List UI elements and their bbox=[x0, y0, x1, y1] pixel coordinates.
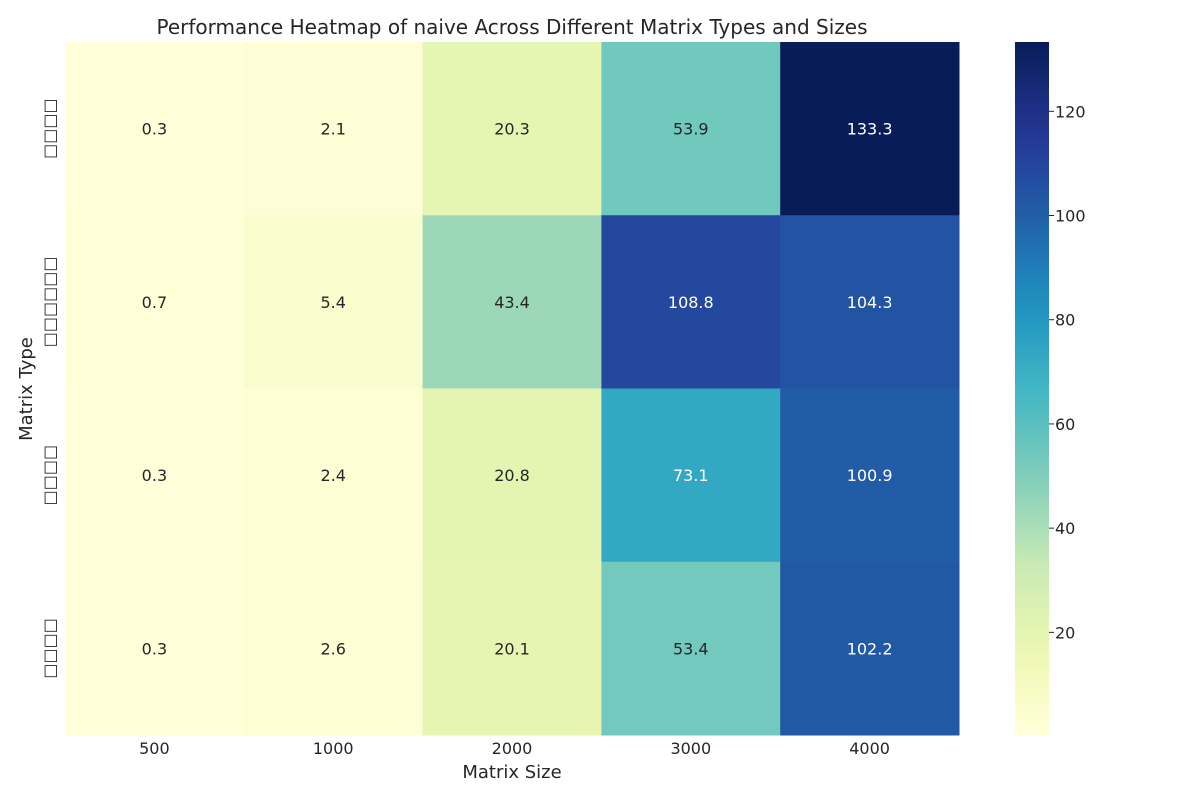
heatmap-cell bbox=[65, 388, 245, 563]
heatmap-cell bbox=[422, 388, 602, 563]
cell-value-label: 43.4 bbox=[494, 293, 530, 312]
x-axis-label: Matrix Size bbox=[462, 762, 561, 783]
cell-value-label: 100.9 bbox=[847, 466, 893, 485]
heatmap-cells: 0.3 2.1 20.3 53.9 133.3 0.7 5.4 43.4 108.8 104.3 0… bbox=[65, 42, 960, 736]
cell-value-label: 20.8 bbox=[494, 466, 530, 485]
heatmap-cell bbox=[422, 561, 602, 736]
y-tick-labels: □□□□□□□□□□□□□□□□□□ bbox=[40, 98, 59, 678]
cell-value-label: 104.3 bbox=[847, 293, 893, 312]
y-tick-label: □□□□□□ bbox=[40, 257, 59, 348]
heatmap-cell bbox=[65, 42, 245, 216]
cell-value-label: 0.3 bbox=[142, 120, 167, 139]
colorbar-tick-label: 40 bbox=[1055, 519, 1075, 538]
colorbar-tick-label: 120 bbox=[1055, 102, 1086, 121]
cell-value-label: 108.8 bbox=[668, 293, 714, 312]
heatmap-cell bbox=[780, 42, 960, 216]
y-tick-label: □□□□ bbox=[40, 445, 59, 505]
colorbar-tick-label: 80 bbox=[1055, 311, 1075, 330]
cell-value-label: 2.6 bbox=[320, 639, 345, 658]
heatmap-cell bbox=[601, 561, 781, 736]
colorbar-tick-label: 100 bbox=[1055, 207, 1086, 226]
cell-value-label: 2.4 bbox=[320, 466, 345, 485]
heatmap-cell bbox=[65, 561, 245, 736]
x-tick-label: 500 bbox=[139, 739, 170, 758]
heatmap-cell bbox=[243, 388, 424, 563]
cell-value-label: 53.9 bbox=[673, 120, 709, 139]
heatmap-cell bbox=[780, 561, 960, 736]
colorbar bbox=[1015, 42, 1049, 735]
heatmap-cell bbox=[780, 388, 960, 563]
cell-value-label: 5.4 bbox=[320, 293, 345, 312]
heatmap-cell bbox=[601, 388, 781, 563]
cell-value-label: 102.2 bbox=[847, 639, 893, 658]
heatmap-cell bbox=[243, 561, 424, 736]
cell-value-label: 133.3 bbox=[847, 120, 893, 139]
colorbar-ticks: 20 40 60 80 100 120 bbox=[1049, 102, 1086, 642]
heatmap-cell bbox=[243, 42, 424, 216]
x-tick-label: 2000 bbox=[492, 739, 533, 758]
cell-value-label: 53.4 bbox=[673, 639, 709, 658]
heatmap-cell bbox=[422, 42, 602, 216]
cell-value-label: 0.3 bbox=[142, 639, 167, 658]
y-tick-label: □□□□ bbox=[40, 98, 59, 158]
heatmap-cell bbox=[780, 215, 960, 389]
x-tick-label: 3000 bbox=[670, 739, 711, 758]
colorbar-tick-label: 20 bbox=[1055, 623, 1075, 642]
y-tick-label: □□□□ bbox=[40, 618, 59, 678]
y-axis-label: Matrix Type bbox=[16, 337, 37, 441]
x-tick-label: 1000 bbox=[313, 739, 354, 758]
cell-value-label: 0.7 bbox=[142, 293, 167, 312]
heatmap-cell bbox=[243, 215, 424, 389]
cell-value-label: 2.1 bbox=[320, 120, 345, 139]
heatmap-cell bbox=[65, 215, 245, 389]
cell-value-label: 73.1 bbox=[673, 466, 709, 485]
cell-value-label: 20.1 bbox=[494, 639, 530, 658]
heatmap-cell bbox=[422, 215, 602, 389]
cell-value-label: 0.3 bbox=[142, 466, 167, 485]
x-tick-labels: 500 1000 2000 3000 4000 bbox=[139, 739, 890, 758]
chart-title: Performance Heatmap of naive Across Diff… bbox=[157, 15, 868, 39]
x-tick-label: 4000 bbox=[849, 739, 890, 758]
colorbar-tick-label: 60 bbox=[1055, 415, 1075, 434]
heatmap-cell bbox=[601, 215, 781, 389]
heatmap-cell bbox=[601, 42, 781, 216]
cell-value-label: 20.3 bbox=[494, 120, 530, 139]
